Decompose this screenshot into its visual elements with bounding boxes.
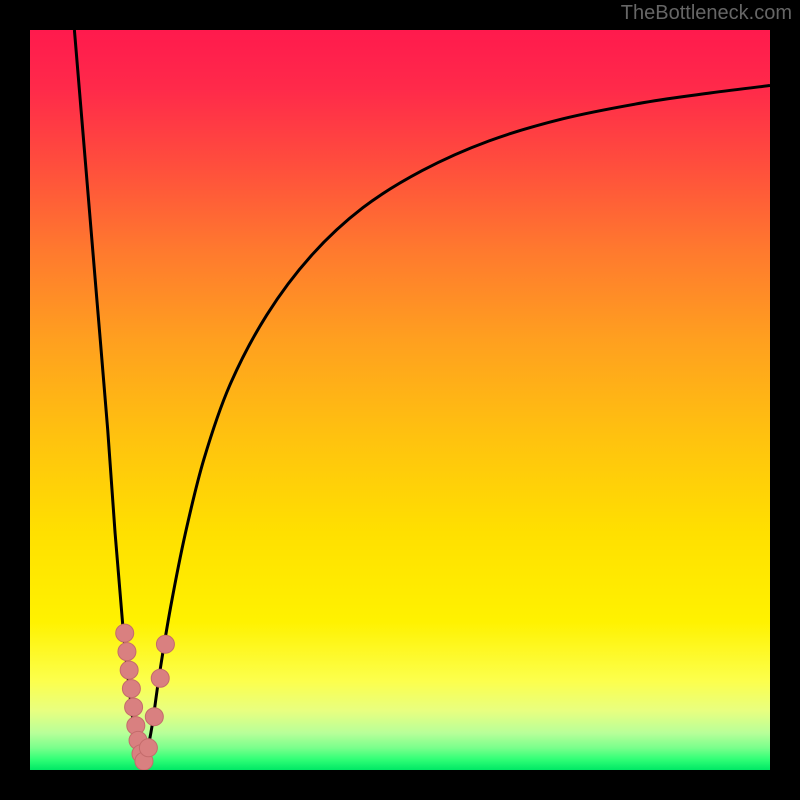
marker-point <box>118 643 136 661</box>
marker-point <box>145 708 163 726</box>
marker-point <box>116 624 134 642</box>
marker-point <box>122 680 140 698</box>
chart-plot-area <box>30 30 770 770</box>
marker-point <box>139 739 157 757</box>
chart-curves <box>30 30 770 770</box>
curve-markers <box>116 624 175 770</box>
marker-point <box>151 669 169 687</box>
marker-point <box>156 635 174 653</box>
marker-point <box>120 661 138 679</box>
marker-point <box>125 698 143 716</box>
curve-right <box>142 86 770 763</box>
watermark-text: TheBottleneck.com <box>621 2 792 25</box>
